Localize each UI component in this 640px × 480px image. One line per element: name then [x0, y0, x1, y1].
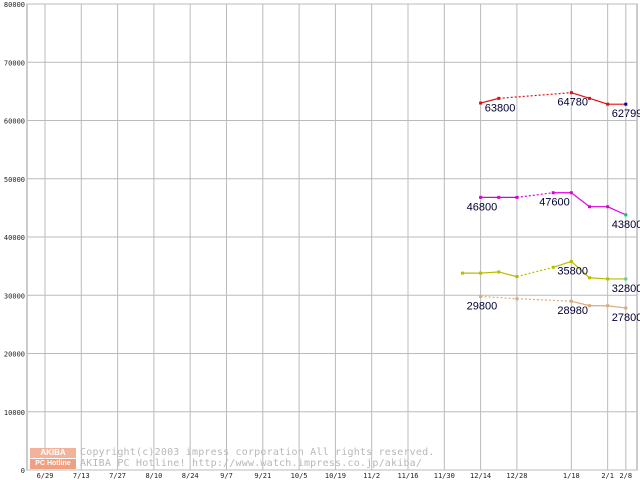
series-magenta-segment — [570, 192, 590, 208]
x-tick-label: 9/7 — [220, 472, 233, 480]
series-red-point — [497, 96, 501, 100]
copyright-line-1: Copyright(c)2003 impress corporation All… — [80, 447, 435, 458]
series-olive-segment — [570, 261, 590, 279]
x-tick-label: 10/19 — [325, 472, 346, 480]
data-label: 43800 — [612, 219, 640, 231]
series-tan-point — [569, 299, 573, 303]
akiba-logo-bottom: PC Hotline — [30, 459, 76, 469]
copyright-line-2: AKIBA PC Hotline! http://www.watch.impre… — [80, 458, 423, 469]
x-tick-label: 8/24 — [182, 472, 199, 480]
y-tick-label: 0 — [21, 467, 25, 475]
x-tick-label: 11/16 — [397, 472, 418, 480]
y-tick-label: 60000 — [4, 118, 25, 126]
y-tick-label: 50000 — [4, 176, 25, 184]
series-olive-segment — [480, 271, 499, 274]
series-red-segment — [498, 92, 572, 99]
x-tick-label: 2/1 — [601, 472, 614, 480]
series-magenta-point — [497, 195, 501, 199]
series-magenta-point — [588, 205, 591, 209]
series-olive-point — [606, 277, 610, 281]
x-tick-label: 1/18 — [563, 472, 580, 480]
data-label: 32800 — [612, 283, 640, 295]
series-tan-segment — [480, 295, 517, 300]
series-olive-point — [588, 276, 591, 280]
data-label: 27800 — [612, 312, 640, 324]
y-tick-label: 40000 — [4, 234, 25, 242]
series-tan-segment — [571, 300, 590, 307]
x-tick-label: 12/14 — [470, 472, 491, 480]
akiba-logo-top: AKIBA — [30, 448, 76, 458]
series-red-point — [479, 101, 483, 105]
y-tick-label: 10000 — [4, 409, 25, 417]
series-tan-point — [588, 304, 591, 308]
series-olive-point — [497, 270, 501, 274]
data-label: 47600 — [539, 197, 570, 209]
x-tick-label: 6/29 — [37, 472, 54, 480]
series-red-point — [569, 91, 573, 95]
series-olive-segment — [553, 260, 572, 268]
series-olive-segment — [498, 271, 518, 278]
series-magenta-point — [515, 195, 519, 199]
x-tick-label: 8/10 — [145, 472, 162, 480]
data-label: 62799 — [612, 108, 640, 120]
data-label: 64780 — [557, 97, 588, 109]
series-tan-point — [515, 297, 519, 301]
series-tan-segment — [607, 305, 626, 309]
series-magenta-point — [569, 191, 573, 195]
data-label: 29800 — [467, 300, 498, 312]
series-olive-point — [479, 271, 483, 275]
series-tan-segment — [516, 298, 572, 302]
series-red-segment — [480, 97, 499, 104]
series-olive-point — [460, 271, 464, 275]
y-tick-label: 20000 — [4, 351, 25, 359]
y-tick-label: 70000 — [4, 59, 25, 67]
series-magenta-point — [479, 195, 483, 199]
series-magenta-point — [551, 191, 555, 195]
x-tick-label: 7/13 — [73, 472, 90, 480]
series-olive-point — [515, 275, 519, 279]
series-olive-point — [551, 265, 555, 269]
series-red-point — [588, 96, 591, 100]
series-red-segment — [571, 92, 590, 99]
data-label: 35800 — [557, 265, 588, 277]
series-magenta-point — [606, 205, 610, 209]
series-red-point — [624, 102, 628, 106]
series-magenta-segment — [607, 206, 627, 216]
x-tick-label: 7/27 — [109, 472, 126, 480]
x-tick-label: 10/5 — [291, 472, 308, 480]
series-tan-point — [606, 304, 610, 308]
series-magenta-point — [624, 213, 628, 217]
series-red-segment — [589, 97, 608, 105]
data-label: 63800 — [485, 102, 516, 114]
x-tick-label: 9/21 — [254, 472, 271, 480]
x-tick-label: 11/2 — [363, 472, 380, 480]
series-olive-point — [624, 277, 628, 281]
series-tan-point — [479, 294, 483, 298]
series-red-point — [606, 102, 610, 106]
series-olive-segment — [589, 277, 608, 280]
y-tick-label: 80000 — [4, 1, 25, 9]
series-olive-segment — [516, 266, 554, 278]
series-olive-point — [569, 259, 573, 263]
x-tick-label: 11/30 — [434, 472, 455, 480]
x-tick-label: 2/8 — [619, 472, 632, 480]
data-label: 28980 — [557, 305, 588, 317]
y-tick-label: 30000 — [4, 292, 25, 300]
series-tan-point — [624, 306, 628, 310]
data-label: 46800 — [467, 201, 498, 213]
x-tick-label: 12/28 — [506, 472, 527, 480]
